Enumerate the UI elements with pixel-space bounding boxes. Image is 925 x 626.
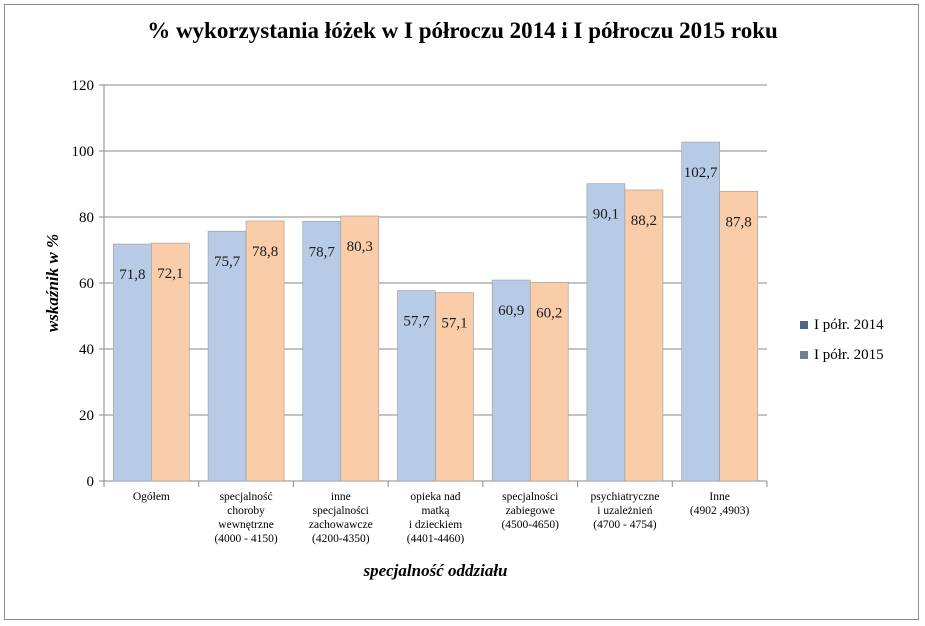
x-tick-label: psychiatryczne: [590, 491, 659, 503]
data-label: 78,8: [252, 244, 278, 260]
x-tick-label: (4000 - 4150): [214, 533, 277, 545]
y-tick-label: 60: [79, 276, 94, 292]
data-label: 78,7: [309, 244, 336, 260]
x-tick-label: inne: [331, 491, 351, 503]
x-tick-label: zachowawcze: [309, 519, 373, 531]
x-tick-label: zabiegowe: [506, 505, 555, 517]
x-tick-label: (4401-4460): [407, 533, 465, 545]
data-label: 71,8: [119, 267, 145, 283]
data-label: 102,7: [684, 165, 718, 181]
data-label: 72,1: [157, 266, 183, 282]
x-tick-label: Inne: [709, 491, 729, 503]
chart-legend: I półr. 2014 I półr. 2015: [800, 310, 884, 370]
x-tick-label: matką: [421, 505, 450, 517]
data-label: 90,1: [593, 207, 619, 223]
bar-2014: [207, 230, 247, 482]
data-label: 88,2: [631, 213, 657, 229]
x-tick-label: (4902 ,4903): [690, 505, 750, 517]
y-tick-label: 80: [79, 210, 94, 226]
bar-2015: [624, 189, 664, 482]
bar-2015: [245, 220, 285, 482]
y-tick-label: 20: [79, 408, 94, 424]
legend-item-2015: I półr. 2015: [800, 340, 884, 370]
data-label: 87,8: [726, 214, 752, 230]
legend-label-2014: I półr. 2014: [814, 316, 884, 333]
legend-item-2014: I półr. 2014: [800, 310, 884, 340]
legend-swatch-2014: [800, 321, 808, 329]
y-axis-title: wskaźnik w %: [43, 234, 62, 332]
data-label: 60,9: [498, 303, 524, 319]
y-tick-label: 120: [72, 78, 95, 94]
data-label: 75,7: [214, 254, 241, 270]
data-label: 60,2: [536, 305, 562, 321]
x-tick-label: wewnętrzne: [218, 519, 274, 531]
bar-2015: [151, 242, 190, 482]
y-tick-label: 40: [79, 342, 94, 358]
bar-2014: [681, 141, 720, 482]
bar-2014: [113, 243, 152, 482]
x-tick-label: (4700 - 4754): [593, 519, 656, 531]
bar-2015: [435, 292, 474, 482]
data-label: 80,3: [347, 239, 373, 255]
x-tick-label: specjalność: [220, 491, 273, 503]
x-tick-label: i dzieckiem: [409, 519, 462, 531]
y-tick-label: 100: [72, 144, 95, 160]
legend-swatch-2015: [800, 351, 808, 359]
x-tick-label: specjalności: [313, 505, 369, 517]
x-tick-label: opieka nad: [410, 491, 460, 503]
bar-2014: [491, 279, 531, 482]
x-tick-label: i uzależnień: [597, 505, 652, 517]
bar-2014: [397, 290, 436, 482]
y-tick-label: 0: [87, 474, 95, 490]
x-tick-label: Ogółem: [133, 491, 170, 503]
data-label: 57,1: [441, 316, 467, 332]
bar-2015: [719, 190, 758, 482]
bar-2015: [529, 282, 569, 482]
legend-label-2015: I półr. 2015: [814, 346, 884, 363]
x-tick-label: (4500-4650): [501, 519, 559, 531]
chart-title: % wykorzystania łóżek w I półroczu 2014 …: [147, 18, 778, 43]
bar-2015: [340, 215, 380, 482]
bar-2014: [586, 183, 626, 482]
x-axis-title: specjalność oddziału: [362, 561, 507, 580]
x-tick-label: specjalności: [502, 491, 558, 503]
data-label: 57,7: [403, 314, 430, 330]
bar-2014: [302, 220, 342, 482]
x-tick-label: choroby: [227, 505, 265, 517]
x-tick-label: (4200-4350): [312, 533, 370, 545]
